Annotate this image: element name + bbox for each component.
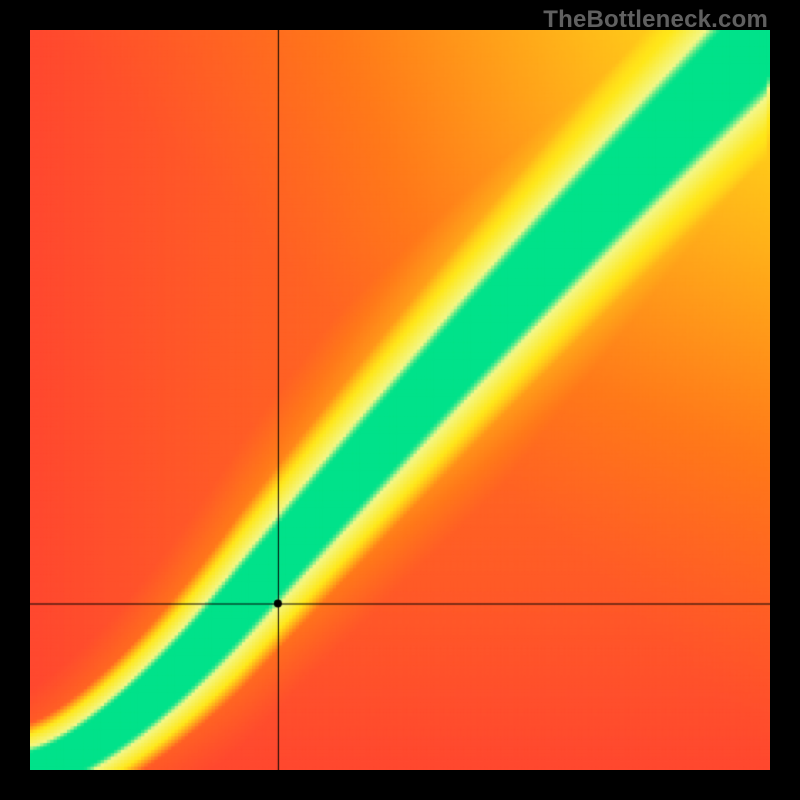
watermark-text: TheBottleneck.com [543,6,768,34]
bottleneck-heatmap [30,30,770,770]
